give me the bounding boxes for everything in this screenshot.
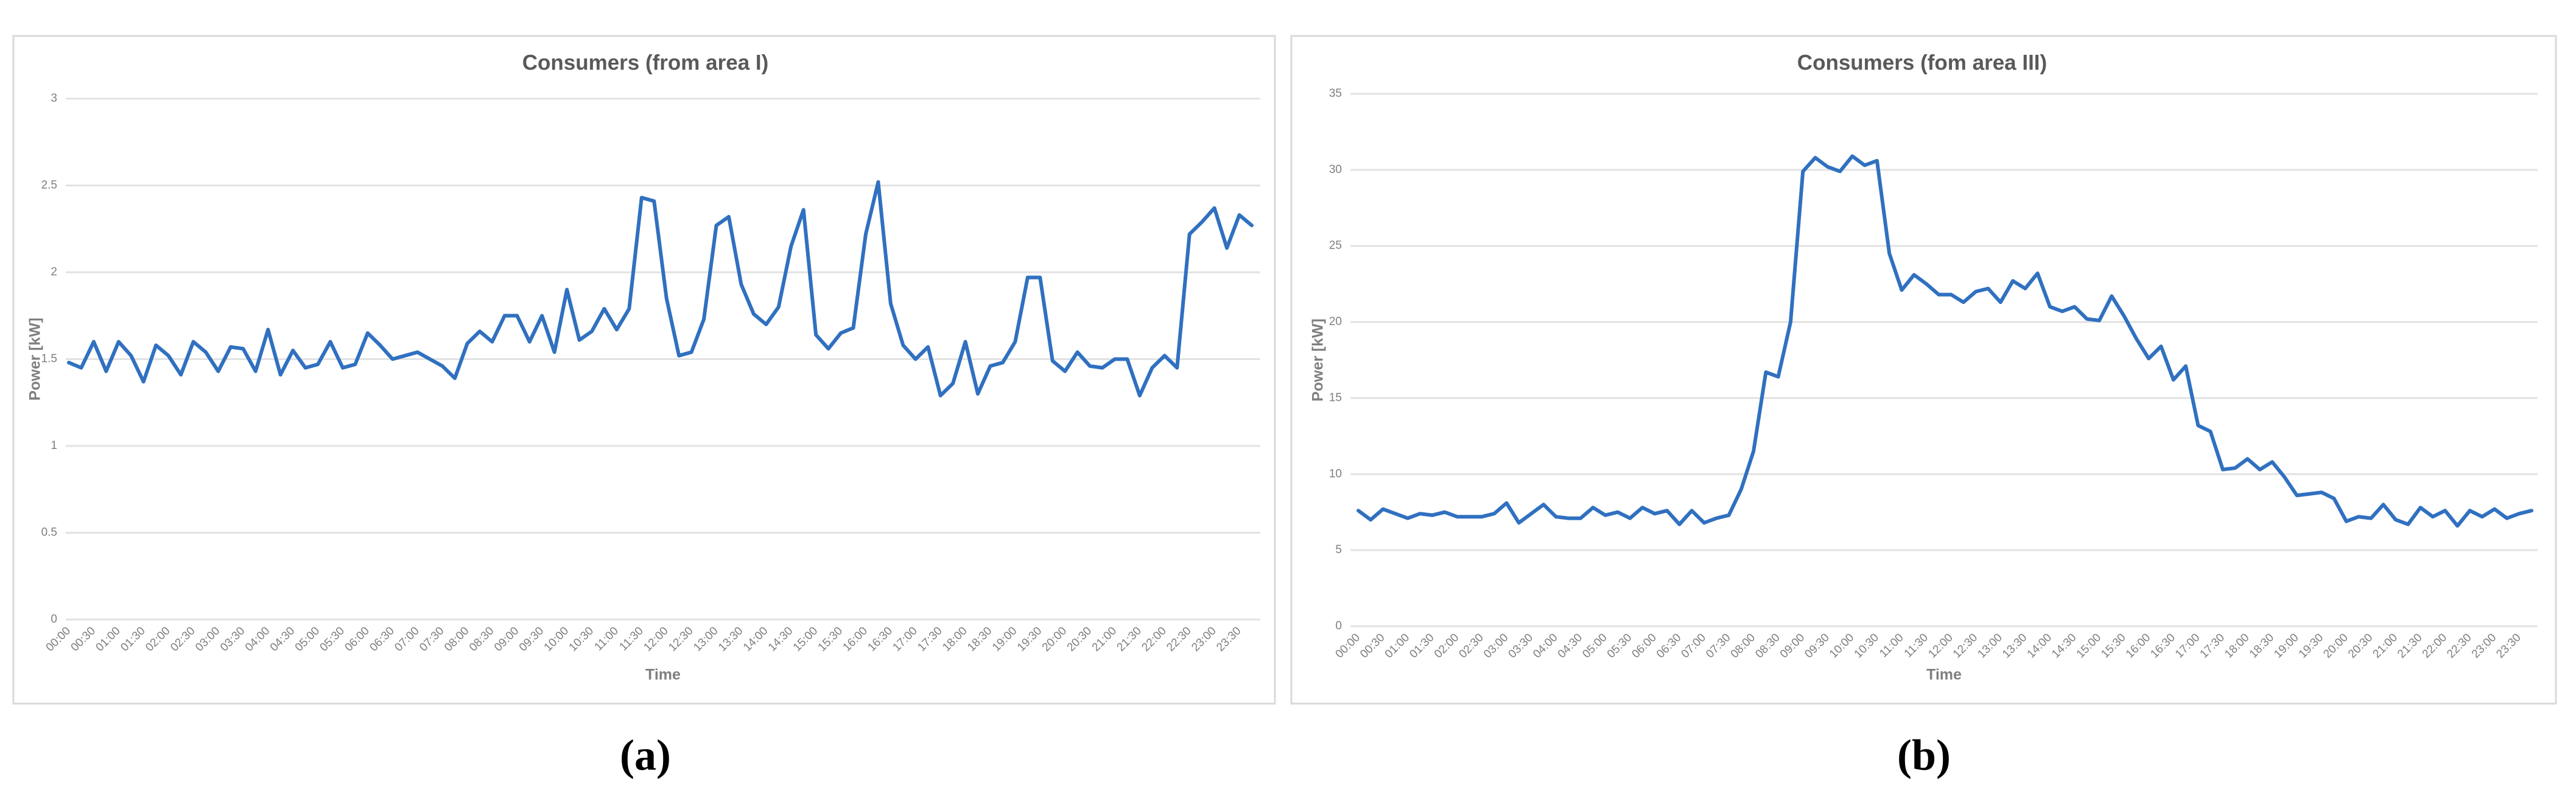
- panel-caption: (a): [620, 731, 671, 780]
- data-line: [1356, 154, 2533, 528]
- y-tick-label: 10: [1329, 467, 1342, 480]
- y-tick-label: 0.5: [41, 526, 57, 539]
- y-tick-label: 30: [1329, 163, 1342, 176]
- y-tick-label: 3: [51, 92, 57, 105]
- y-axis-title: Power [kW]: [27, 317, 44, 400]
- y-tick-label: 2: [51, 266, 57, 278]
- chart-panel: Consumers (from area I)00.511.522.5300:0…: [12, 35, 1276, 780]
- chart-title: Consumers (from area I): [522, 51, 769, 74]
- y-tick-label: 35: [1329, 87, 1342, 100]
- chart-title: Consumers (fom area III): [1797, 51, 2047, 74]
- y-tick-label: 25: [1329, 239, 1342, 252]
- y-tick-label: 15: [1329, 391, 1342, 404]
- panel-frame: [12, 35, 1276, 705]
- data-line: [67, 180, 1254, 398]
- y-axis-title: Power [kW]: [1310, 319, 1327, 401]
- y-tick-label: 20: [1329, 316, 1342, 328]
- y-tick-label: 5: [1335, 543, 1342, 556]
- y-tick-label: 2.5: [41, 179, 57, 192]
- y-tick-label: 1.5: [41, 353, 57, 366]
- panel-caption: (b): [1897, 731, 1951, 780]
- y-tick-label: 1: [51, 439, 57, 452]
- y-tick-label: 0: [51, 613, 57, 626]
- chart-panel: Consumers (fom area III)0510152025303500…: [1290, 35, 2557, 780]
- x-axis-title: Time: [1926, 666, 1962, 684]
- x-axis-title: Time: [645, 666, 681, 684]
- panel-frame: [1290, 35, 2557, 705]
- y-tick-label: 0: [1335, 620, 1342, 632]
